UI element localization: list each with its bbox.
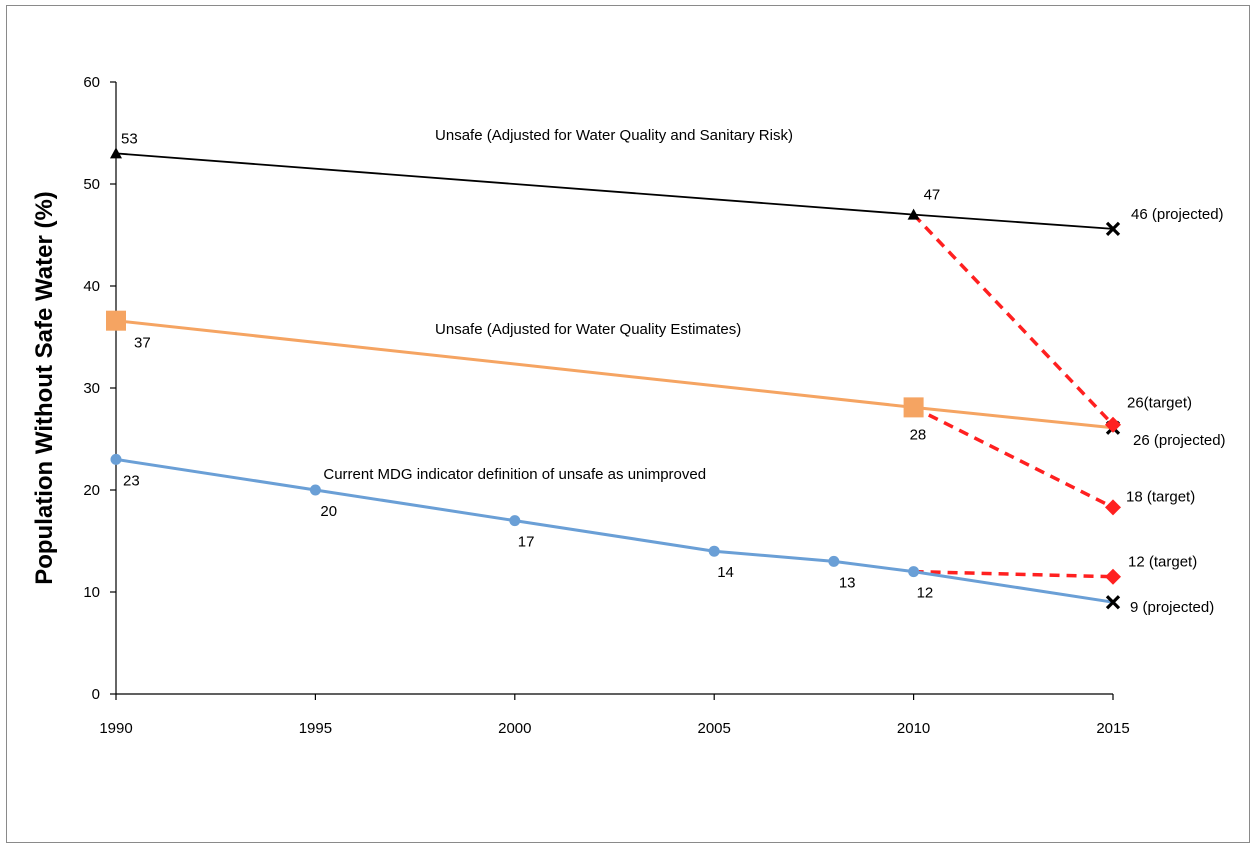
data-label: 20 bbox=[320, 503, 337, 520]
y-tick-label: 50 bbox=[83, 176, 100, 193]
axes: 0 10 20 30 40 50 60 1990 1995 2000 2005 2010 2015 bbox=[83, 74, 1129, 737]
series-name-label: Unsafe (Adjusted for Water Quality and S… bbox=[435, 127, 793, 144]
target-line-0 bbox=[912, 213, 1115, 426]
triangle-marker bbox=[907, 208, 920, 220]
y-tick-label: 20 bbox=[83, 482, 100, 499]
projected-label: 26 (projected) bbox=[1133, 432, 1226, 449]
y-tick-label: 30 bbox=[83, 380, 100, 397]
series-name-label: Unsafe (Adjusted for Water Quality Estim… bbox=[435, 321, 741, 338]
square-marker bbox=[106, 310, 126, 331]
x-tick-label: 2000 bbox=[498, 720, 531, 737]
target-diamond-marker bbox=[1105, 499, 1121, 516]
projected-x-marker bbox=[1105, 595, 1121, 610]
data-label: 28 bbox=[910, 426, 927, 443]
circle-marker bbox=[309, 484, 321, 496]
target-line-1 bbox=[912, 405, 1114, 509]
data-label: 12 bbox=[917, 585, 934, 602]
circle-marker bbox=[509, 515, 521, 527]
y-tick-label: 40 bbox=[83, 278, 100, 295]
square-marker bbox=[903, 397, 924, 418]
data-label: 17 bbox=[518, 534, 535, 551]
projected-label: 9 (projected) bbox=[1130, 599, 1214, 616]
x-tick-label: 1995 bbox=[299, 720, 332, 737]
target-label: 12 (target) bbox=[1128, 554, 1197, 571]
data-label: 47 bbox=[924, 187, 941, 204]
data-labels: 53 47 Unsafe (Adjusted for Water Quality a… bbox=[121, 127, 1226, 616]
circle-marker bbox=[708, 545, 720, 557]
x-tick-label: 2005 bbox=[698, 720, 731, 737]
target-diamond-marker bbox=[1105, 416, 1121, 433]
triangle-marker bbox=[110, 147, 122, 159]
y-tick-label: 10 bbox=[83, 584, 100, 601]
x-tick-label: 2010 bbox=[897, 720, 930, 737]
projected-x-marker bbox=[1105, 221, 1121, 237]
data-label: 37 bbox=[134, 335, 151, 352]
x-tick-label: 1990 bbox=[99, 720, 132, 737]
data-label: 53 bbox=[121, 130, 138, 147]
circle-marker bbox=[828, 555, 840, 567]
series-lines bbox=[115, 152, 1115, 604]
projected-label: 46 (projected) bbox=[1131, 206, 1224, 223]
target-diamond-marker bbox=[1105, 568, 1121, 585]
series-line-0 bbox=[115, 152, 1114, 230]
data-label: 14 bbox=[717, 564, 734, 581]
target-label: 26(target) bbox=[1127, 395, 1192, 412]
data-label: 23 bbox=[123, 472, 140, 489]
x-tick-label: 2015 bbox=[1096, 720, 1129, 737]
circle-marker bbox=[908, 566, 920, 578]
series-markers bbox=[106, 147, 1121, 610]
chart-frame bbox=[6, 5, 1250, 843]
data-label: 13 bbox=[839, 574, 856, 591]
target-label: 18 (target) bbox=[1126, 488, 1195, 505]
y-tick-label: 0 bbox=[92, 686, 100, 703]
circle-marker bbox=[110, 453, 122, 465]
y-axis-label: Population Without Safe Water (%) bbox=[31, 191, 58, 585]
series-name-label: Current MDG indicator definition of unsa… bbox=[323, 466, 706, 483]
y-tick-label: 60 bbox=[83, 74, 100, 91]
